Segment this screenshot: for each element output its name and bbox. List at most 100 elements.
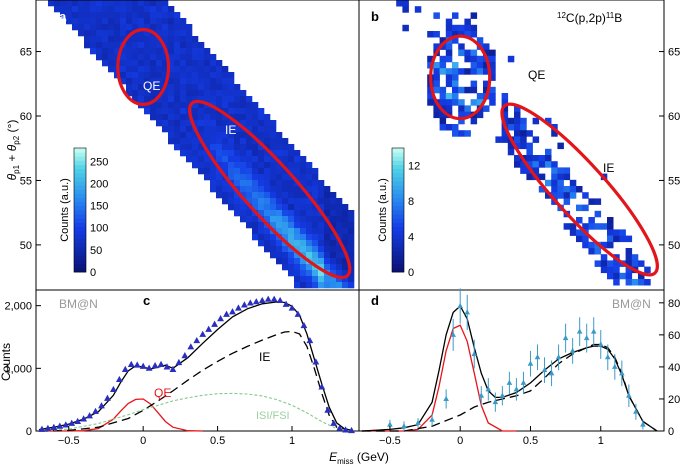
heatmap-cell [156, 60, 163, 67]
heatmap-cell [156, 108, 163, 115]
series-qe [361, 324, 517, 432]
heatmap-cell [180, 108, 187, 115]
colorbar-tick-label: 100 [90, 223, 108, 235]
heatmap-cell [452, 37, 459, 44]
heatmap-cell [258, 234, 265, 241]
heatmap-cell [470, 117, 478, 125]
heatmap-cell [240, 102, 247, 109]
heatmap-cell [348, 252, 355, 259]
colorbar-a: 0 50 100 150 200 250 Counts (a.u.) [59, 146, 108, 279]
heatmap-cell [588, 217, 595, 224]
heatmap-cell [222, 102, 229, 109]
y-axis-b: 50 55 60 65 [659, 47, 680, 252]
heatmap-cell [342, 264, 349, 271]
heatmap-cell [588, 198, 595, 205]
heatmap-cell [222, 126, 229, 133]
heatmap-cell [520, 142, 527, 150]
data-point [92, 407, 99, 414]
data-point [541, 366, 548, 373]
heatmap-cell [246, 114, 253, 121]
heatmap-cell [240, 90, 247, 97]
heatmap-cell [84, 24, 91, 31]
heatmap-cell [90, 36, 97, 43]
heatmap-cell [210, 144, 217, 151]
plot-c: 0 1,000 2,000 −0.5 0 0.5 1 [4, 295, 355, 447]
colorbar-swatch [74, 193, 86, 198]
heatmap-cell [216, 180, 223, 187]
heatmap-cell [563, 173, 571, 181]
heatmap-cell [264, 180, 271, 187]
heatmap-cell [162, 12, 169, 19]
heatmap-cell [270, 156, 277, 163]
heatmap-cell [270, 222, 277, 229]
heatmap-cell [222, 156, 229, 163]
heatmap-cell [186, 138, 193, 145]
heatmap-cell [186, 36, 193, 43]
heatmap-cell [78, 6, 85, 13]
heatmap-cell [168, 60, 175, 67]
heatmap-cell [551, 173, 558, 181]
heatmap-cell [234, 168, 241, 175]
heatmap-cell [294, 210, 301, 217]
heatmap-cell [288, 162, 295, 169]
heatmap-cell [222, 192, 229, 199]
heatmap-cell [452, 80, 459, 88]
heatmap-cell [198, 168, 205, 175]
heatmap-cell [489, 99, 496, 106]
heatmap-cell [476, 62, 484, 69]
heatmap-cell [312, 270, 319, 277]
heatmap-cell [288, 186, 295, 193]
heatmap-cell [156, 120, 163, 127]
heatmap-cell [144, 36, 151, 43]
heatmap-cell [162, 30, 169, 37]
heatmap-cell [545, 148, 552, 156]
heatmap-cell [246, 198, 253, 205]
heatmap-cell [342, 204, 349, 211]
heatmap-cell [144, 6, 151, 13]
heatmap-cell [210, 120, 217, 127]
colorbar-swatch [74, 168, 86, 174]
heatmap-cell [433, 105, 440, 112]
heatmap-cell [126, 6, 133, 13]
heatmap-cell [174, 96, 181, 103]
y-tick-label: 0 [668, 426, 674, 438]
colorbar-swatch [392, 259, 404, 265]
heatmap-cell [489, 55, 496, 63]
data-point [264, 295, 272, 302]
heatmap-cell [126, 12, 133, 19]
heatmap-cell [186, 24, 193, 31]
heatmap-cell [120, 6, 127, 13]
heatmap-cell [132, 18, 139, 25]
region-ellipse-ie [188, 99, 352, 280]
heatmap-cell [258, 150, 265, 157]
heatmap-cell [246, 216, 253, 223]
heatmap-cell [294, 246, 301, 253]
heatmap-cell [210, 60, 217, 67]
heatmap-cell [551, 167, 558, 174]
heatmap-cell [180, 30, 187, 37]
heatmap-cell [464, 49, 471, 57]
heatmap-cell [342, 276, 349, 283]
colorbar-swatch [392, 226, 404, 232]
heatmap-cell [336, 264, 343, 271]
heatmap-cell [126, 78, 133, 85]
heatmap-cell [276, 138, 283, 145]
heatmap-cell [288, 216, 295, 223]
heatmap-cell [138, 6, 145, 13]
x-tick-label: −0.5 [58, 435, 80, 447]
heatmap-cell [452, 86, 459, 94]
heatmap-cell [258, 192, 265, 199]
y-tick-label: 50 [668, 240, 680, 252]
heatmap-cell [258, 162, 265, 169]
heatmap-cell [210, 162, 217, 169]
heatmap-cell [582, 235, 589, 243]
data-point [464, 309, 471, 315]
data-point [246, 299, 254, 306]
heatmap-cell [198, 162, 205, 169]
heatmap-cell [607, 260, 614, 267]
heatmap-cell [470, 68, 478, 75]
heatmap-cell [234, 102, 241, 109]
y-tick-label: 60 [20, 111, 32, 123]
heatmap-cell [150, 90, 157, 97]
